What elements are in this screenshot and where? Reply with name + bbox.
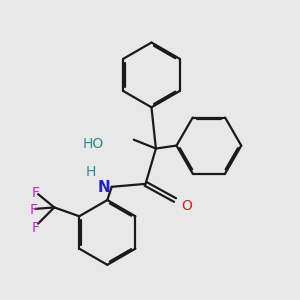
Text: F: F xyxy=(31,221,39,235)
Text: HO: HO xyxy=(83,137,104,151)
Text: H: H xyxy=(86,165,96,179)
Text: O: O xyxy=(182,199,192,213)
Text: N: N xyxy=(98,180,111,195)
Text: F: F xyxy=(30,203,38,218)
Text: F: F xyxy=(31,186,39,200)
